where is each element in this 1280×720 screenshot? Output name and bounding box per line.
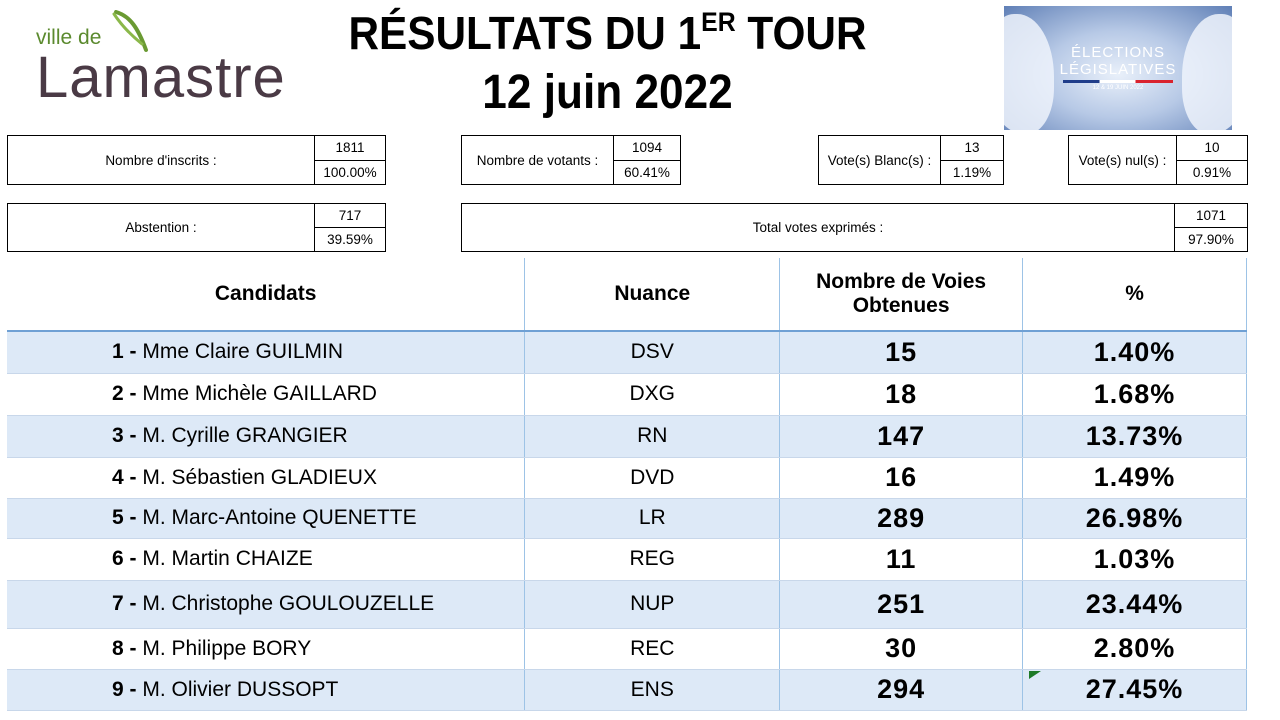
stat-inscrits: Nombre d'inscrits : 1811 100.00% xyxy=(7,135,386,185)
elections-banner: ÉLECTIONS LÉGISLATIVES 12 & 19 JUIN 2022 xyxy=(1004,6,1232,130)
stat-inscrits-pct: 100.00% xyxy=(323,164,377,180)
candidate-name: 5 - M. Marc-Antoine QUENETTE xyxy=(7,498,526,539)
table-row: 4 - M. Sébastien GLADIEUX DVD 16 1.49% xyxy=(7,457,1247,499)
stat-abstention-pct: 39.59% xyxy=(327,232,373,247)
stat-abstention-label: Abstention : xyxy=(125,220,197,235)
candidate-percent: 23.44% xyxy=(1022,580,1247,629)
table-row: 2 - Mme Michèle GAILLARD DXG 18 1.68% xyxy=(7,373,1247,416)
stat-blancs-label: Vote(s) Blanc(s) : xyxy=(827,152,932,168)
stat-nuls-value: 10 xyxy=(1177,136,1247,161)
stat-nuls-label: Vote(s) nul(s) : xyxy=(1078,152,1167,168)
candidate-votes: 16 xyxy=(779,457,1024,499)
candidate-percent: 26.98% xyxy=(1022,498,1247,539)
stat-inscrits-label: Nombre d'inscrits : xyxy=(105,152,217,168)
page-title: RÉSULTATS DU 1ER TOUR 12 juin 2022 xyxy=(300,4,915,124)
stat-votants-label: Nombre de votants : xyxy=(476,152,599,168)
candidate-votes: 11 xyxy=(779,538,1024,581)
candidate-percent: 1.68% xyxy=(1022,373,1247,416)
stat-blancs-pct: 1.19% xyxy=(952,164,992,180)
table-row: 6 - M. Martin CHAIZE REG 11 1.03% xyxy=(7,538,1247,581)
header-nuance: Nuance xyxy=(524,258,781,332)
candidate-nuance: LR xyxy=(524,498,781,539)
candidate-percent: 2.80% xyxy=(1022,628,1247,670)
logo-ville-de: ville de xyxy=(36,26,102,49)
banner-line1: ÉLECTIONS xyxy=(1070,44,1166,61)
title-date: 12 juin 2022 xyxy=(482,66,733,119)
stat-abstention: Abstention : 717 39.59% xyxy=(7,203,386,252)
header-voix: Nombre de Voies Obtenues xyxy=(779,258,1024,332)
lamastre-logo: ville de Lamastre xyxy=(36,10,306,110)
candidate-votes: 294 xyxy=(779,669,1024,711)
stat-votants-value: 1094 xyxy=(614,136,680,161)
candidate-votes: 251 xyxy=(779,580,1024,629)
candidate-percent: 1.40% xyxy=(1022,331,1247,374)
french-flag-stripe xyxy=(1063,80,1173,83)
candidate-votes: 147 xyxy=(779,415,1024,458)
stat-exprimes-value: 1071 xyxy=(1175,204,1247,228)
leaf-icon xyxy=(112,10,148,52)
candidate-votes: 289 xyxy=(779,498,1024,539)
table-header-row: Candidats Nuance Nombre de Voies Obtenues… xyxy=(7,258,1247,332)
candidate-nuance: DXG xyxy=(524,373,781,416)
stat-blancs: Vote(s) Blanc(s) : 13 1.19% xyxy=(818,135,1004,185)
candidate-votes: 18 xyxy=(779,373,1024,416)
stat-exprimes-label: Total votes exprimés : xyxy=(752,220,884,235)
candidate-name: 8 - M. Philippe BORY xyxy=(7,628,526,670)
candidate-name: 3 - M. Cyrille GRANGIER xyxy=(7,415,526,458)
stat-exprimes: Total votes exprimés : 1071 97.90% xyxy=(461,203,1248,252)
candidate-name: 7 - M. Christophe GOULOUZELLE xyxy=(7,580,526,629)
stat-votants-pct: 60.41% xyxy=(624,164,670,180)
stat-votants: Nombre de votants : 1094 60.41% xyxy=(461,135,681,185)
table-row: 3 - M. Cyrille GRANGIER RN 147 13.73% xyxy=(7,415,1247,458)
candidate-name: 2 - Mme Michèle GAILLARD xyxy=(7,373,526,416)
banner-dates: 12 & 19 JUIN 2022 xyxy=(1092,85,1144,91)
candidate-percent: 1.03% xyxy=(1022,538,1247,581)
stat-blancs-value: 13 xyxy=(941,136,1003,161)
title-line1: RÉSULTATS DU 1ER TOUR xyxy=(348,7,867,59)
stat-nuls: Vote(s) nul(s) : 10 0.91% xyxy=(1068,135,1248,185)
candidate-nuance: NUP xyxy=(524,580,781,629)
cell-error-indicator xyxy=(1029,671,1041,679)
candidate-votes: 15 xyxy=(779,331,1024,374)
candidate-percent: 1.49% xyxy=(1022,457,1247,499)
stat-nuls-pct: 0.91% xyxy=(1192,164,1232,180)
banner-line2: LÉGISLATIVES xyxy=(1059,61,1177,78)
candidate-name: 9 - M. Olivier DUSSOPT xyxy=(7,669,526,711)
header-pct: % xyxy=(1022,258,1247,332)
table-row: 5 - M. Marc-Antoine QUENETTE LR 289 26.98% xyxy=(7,498,1247,539)
logo-town-name: Lamastre xyxy=(36,45,286,110)
candidate-nuance: DSV xyxy=(524,331,781,374)
candidate-name: 1 - Mme Claire GUILMIN xyxy=(7,331,526,374)
candidate-nuance: RN xyxy=(524,415,781,458)
stat-exprimes-pct: 97.90% xyxy=(1188,232,1234,247)
table-row: 9 - M. Olivier DUSSOPT ENS 294 27.45% xyxy=(7,669,1247,711)
candidate-nuance: REC xyxy=(524,628,781,670)
table-row: 1 - Mme Claire GUILMIN DSV 15 1.40% xyxy=(7,331,1247,374)
candidate-nuance: DVD xyxy=(524,457,781,499)
stat-abstention-value: 717 xyxy=(315,204,385,228)
header-candidats: Candidats xyxy=(7,258,526,332)
candidate-name: 4 - M. Sébastien GLADIEUX xyxy=(7,457,526,499)
candidate-nuance: ENS xyxy=(524,669,781,711)
candidate-votes: 30 xyxy=(779,628,1024,670)
candidate-percent: 13.73% xyxy=(1022,415,1247,458)
stat-inscrits-value: 1811 xyxy=(315,136,385,161)
table-row: 8 - M. Philippe BORY REC 30 2.80% xyxy=(7,628,1247,670)
candidate-nuance: REG xyxy=(524,538,781,581)
candidate-name: 6 - M. Martin CHAIZE xyxy=(7,538,526,581)
table-row: 7 - M. Christophe GOULOUZELLE NUP 251 23.44… xyxy=(7,580,1247,629)
candidate-percent: 27.45% xyxy=(1022,669,1247,711)
results-table: Candidats Nuance Nombre de Voies Obtenues… xyxy=(7,258,1247,711)
